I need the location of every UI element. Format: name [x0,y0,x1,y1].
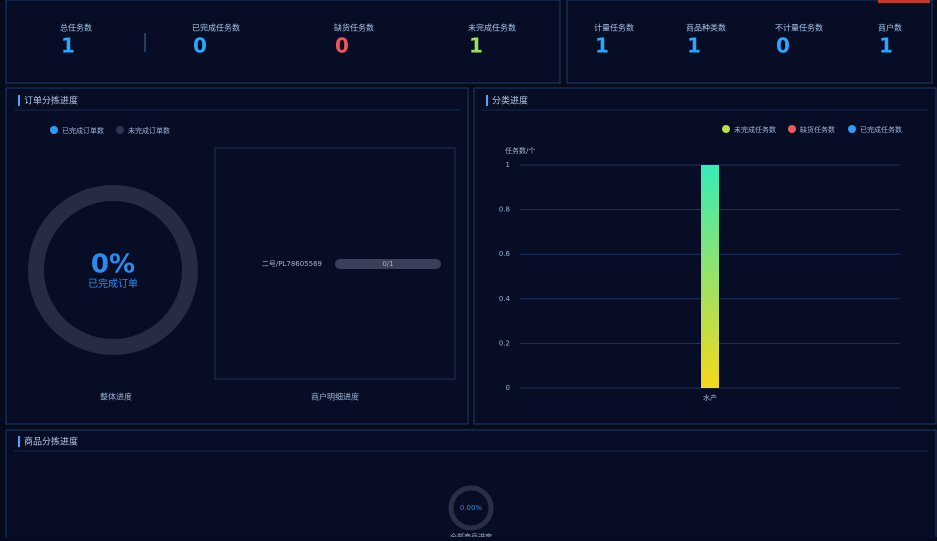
title-marker [486,95,488,106]
stat-value: 1 [595,34,609,58]
y-axis-label: 任务数/个 [505,146,535,155]
legend-label: 未完成订单数 [128,126,170,135]
legend-dot [788,125,796,133]
stat-label: 不计量任务数 [775,23,823,33]
stat-value: 1 [469,34,483,58]
y-tick-label: 0.6 [499,250,511,258]
legend-dot [50,126,58,134]
donut-track [28,185,198,355]
legend-label: 未完成任务数 [734,125,776,134]
stat-value: 0 [193,34,207,58]
donut-value: 0.00% [460,504,483,512]
panel-title: 分类进度 [492,95,528,107]
legend-dot [848,125,856,133]
stat-label: 总任务数 [60,23,92,33]
legend-dot [116,126,124,134]
donut-value: 0% [91,250,135,280]
merchant-name: 二号/PL78605569 [262,260,322,268]
x-tick-label: 水产 [703,393,717,402]
stat-value: 0 [335,34,349,58]
donut-caption: 已完成订单 [88,277,138,290]
caption: 商户明细进度 [311,392,359,402]
stat-label: 缺货任务数 [334,23,374,33]
panel-title: 订单分拣进度 [24,95,78,107]
goods-panel [5,429,937,541]
stats-panel [566,0,933,84]
y-tick-label: 0.8 [499,206,510,214]
progress-label: 0/1 [382,260,393,268]
progress-track [335,259,441,269]
stat-label: 未完成任务数 [468,23,516,33]
stat-label: 商户数 [878,23,902,33]
legend-label: 缺货任务数 [800,125,835,134]
caption: 整体进度 [100,392,132,402]
merchant-box [214,147,456,380]
y-tick-label: 1 [506,161,510,169]
stat-value: 0 [776,34,790,58]
y-tick-label: 0.2 [499,339,510,347]
bar [701,165,719,388]
order-panel [5,87,469,425]
y-tick-label: 0.4 [499,295,511,303]
stats-panel [5,0,561,84]
title-marker [18,436,20,447]
y-tick-label: 0 [506,384,510,392]
stat-value: 1 [687,34,701,58]
legend-label: 已完成任务数 [860,125,902,134]
stat-label: 已完成任务数 [192,23,240,33]
legend-label: 已完成订单数 [62,126,104,135]
panel-title: 商品分拣进度 [24,436,78,448]
stat-value: 1 [61,34,75,58]
title-marker [18,95,20,106]
donut-track [448,485,494,531]
stat-label: 商品种类数 [686,23,726,33]
stat-value: 1 [879,34,893,58]
header-button[interactable] [878,0,930,3]
legend-dot [722,125,730,133]
caption: 全部商品进度 [450,532,492,537]
stat-label: 计量任务数 [594,23,634,33]
